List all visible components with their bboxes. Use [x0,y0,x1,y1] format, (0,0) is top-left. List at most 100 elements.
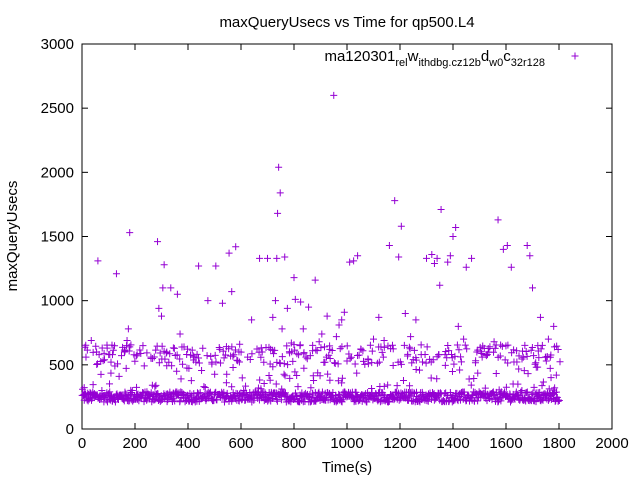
data-point [158,312,165,320]
legend-marker-plus [571,52,579,60]
data-point [448,368,456,376]
data-point [461,341,469,349]
data-point [310,377,318,385]
data-point [535,354,543,362]
x-tick-label: 600 [228,435,253,452]
data-point [218,299,226,307]
data-point [532,398,540,406]
data-point [120,348,128,356]
data-point [173,367,181,375]
data-point [354,397,362,405]
data-point [158,342,166,350]
data-point [324,370,332,378]
data-point [433,254,441,262]
data-point [397,389,405,397]
data-point [337,397,345,405]
data-point [281,372,289,380]
data-point [474,369,482,377]
axes: 0 200 400 600 800 1000 1200 1400 1600 1800 2000 0 50… [41,36,629,452]
data-point [404,350,412,358]
data-point [133,383,141,391]
data-point [463,345,471,353]
data-point [366,341,374,349]
data-point [161,355,169,363]
data-point [230,351,238,359]
data-point [198,366,206,374]
data-point [258,348,266,356]
data-point [378,348,386,356]
data-point [492,369,500,377]
data-point [244,353,252,361]
data-point [546,364,554,372]
data-point [275,163,283,171]
data-point [523,388,531,396]
data-point [283,342,291,350]
data-point [80,384,88,392]
legend-text-part: ithdbg.cz12b [418,57,480,69]
data-point [291,295,299,303]
data-point [499,245,507,253]
data-point [152,381,160,389]
data-point [551,384,559,392]
data-point [200,383,208,391]
y-axis-label: maxQueryUsecs [4,181,21,292]
data-point [90,392,98,400]
data-point [357,345,365,353]
data-point [368,347,376,355]
y-tick-label: 0 [66,421,74,438]
data-point [299,325,307,333]
data-point [325,351,333,359]
data-point [260,358,268,366]
data-point [100,349,108,357]
data-point [406,382,414,390]
data-point [132,352,140,360]
data-point [350,257,358,265]
data-point [278,353,286,361]
data-point [131,357,139,365]
data-point [256,254,264,262]
data-point [481,384,489,392]
data-point [532,359,540,367]
x-tick-label: 0 [78,435,86,452]
data-point [303,355,311,363]
data-point [518,387,526,394]
data-point [289,357,297,365]
data-point [121,388,129,396]
data-point [211,351,219,359]
data-point [265,371,273,379]
data-point [448,351,456,359]
data-point [412,316,420,324]
data-point [300,349,308,357]
data-point [151,383,159,391]
data-point [291,346,299,354]
data-point [526,252,534,260]
data-point [286,374,294,382]
data-point [323,312,331,320]
data-point [330,359,338,367]
data-point [353,369,361,377]
data-point [338,343,346,351]
data-point [156,349,164,357]
data-point [111,342,119,350]
data-point [228,343,236,351]
data-point [538,382,546,390]
data-point [127,341,135,349]
data-point [180,343,188,351]
data-point [528,344,536,352]
data-point [436,281,444,289]
data-point [99,357,107,365]
data-point [417,341,425,349]
data-point [248,350,256,358]
data-point [238,374,246,382]
data-point [441,361,449,369]
data-point [389,362,397,370]
x-tick-label: 800 [281,435,306,452]
data-point [467,381,475,389]
data-point [208,358,216,366]
data-point [315,338,323,346]
data-point [291,368,299,376]
data-point [223,370,231,378]
data-point [444,341,452,349]
data-point [554,345,562,353]
data-point [312,346,320,354]
